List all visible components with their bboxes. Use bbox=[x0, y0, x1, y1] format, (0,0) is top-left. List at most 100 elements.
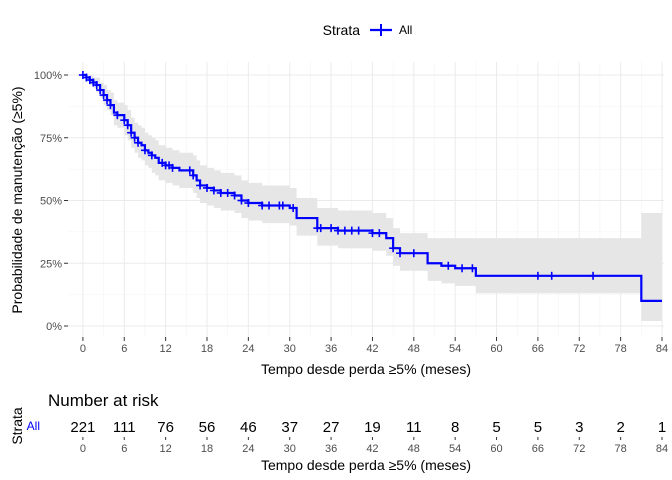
risk-tick-label: 54 bbox=[449, 443, 461, 455]
legend-entry-all: All bbox=[399, 23, 412, 37]
x-tick-label: 0 bbox=[80, 343, 86, 355]
censor-mark bbox=[589, 271, 598, 280]
risk-tick-label: 78 bbox=[615, 443, 627, 455]
risk-count: 111 bbox=[113, 419, 136, 436]
censor-mark bbox=[316, 224, 325, 233]
censor-mark bbox=[368, 229, 377, 238]
risk-count: 2 bbox=[616, 419, 624, 436]
x-tick-label: 84 bbox=[656, 343, 668, 355]
censor-mark bbox=[468, 264, 477, 273]
censor-mark bbox=[123, 121, 132, 130]
censor-mark bbox=[533, 271, 542, 280]
censor-mark bbox=[189, 171, 198, 180]
y-axis-label: Probabilidade de manutenção (≥5%) bbox=[9, 86, 25, 313]
x-tick-label: 66 bbox=[532, 343, 544, 355]
censor-mark bbox=[340, 226, 349, 235]
censor-mark bbox=[237, 196, 246, 205]
censor-mark bbox=[375, 229, 384, 238]
y-tick-label: 25% bbox=[40, 258, 62, 270]
risk-table-counts: 221 111 76 56 46 37 27 19 11 8 5 5 3 2 1 bbox=[70, 419, 666, 436]
x-tick-label: 12 bbox=[159, 343, 171, 355]
censor-mark bbox=[396, 249, 405, 258]
x-tick-label: 48 bbox=[408, 343, 420, 355]
risk-tick-label: 60 bbox=[490, 443, 502, 455]
censor-mark bbox=[106, 101, 115, 110]
risk-tick-label: 48 bbox=[408, 443, 420, 455]
x-tick-label: 60 bbox=[490, 343, 502, 355]
x-tick-label: 24 bbox=[242, 343, 254, 355]
risk-tick-label: 84 bbox=[656, 443, 668, 455]
censor-mark bbox=[223, 188, 232, 197]
risk-count: 19 bbox=[364, 419, 381, 436]
censor-mark bbox=[354, 226, 363, 235]
censor-mark bbox=[209, 186, 218, 195]
risk-count: 76 bbox=[157, 419, 174, 436]
x-tick-label: 78 bbox=[615, 343, 627, 355]
censor-mark bbox=[230, 191, 239, 200]
x-axis-label: Tempo desde perda ≥5% (meses) bbox=[261, 361, 471, 377]
censor-mark bbox=[389, 244, 398, 253]
x-tick-label: 30 bbox=[284, 343, 296, 355]
x-tick-label: 72 bbox=[573, 343, 585, 355]
censor-mark bbox=[92, 81, 101, 90]
y-tick-label: 100% bbox=[34, 70, 62, 82]
risk-count: 11 bbox=[406, 419, 422, 436]
x-tick-label: 42 bbox=[366, 343, 378, 355]
censor-mark bbox=[327, 224, 336, 233]
risk-table-ylabel: Strata bbox=[9, 407, 25, 445]
censor-mark bbox=[113, 111, 122, 120]
grid-lines bbox=[68, 62, 664, 337]
risk-count: 5 bbox=[534, 419, 542, 436]
y-tick-label: 50% bbox=[40, 196, 62, 208]
y-tick-label: 75% bbox=[40, 133, 62, 145]
risk-tick-label: 12 bbox=[159, 443, 171, 455]
risk-tick-label: 30 bbox=[284, 443, 296, 455]
risk-count: 8 bbox=[451, 419, 459, 436]
censor-mark bbox=[120, 116, 129, 125]
censor-mark bbox=[333, 226, 342, 235]
risk-count: 46 bbox=[240, 419, 257, 436]
risk-count: 56 bbox=[199, 419, 216, 436]
x-tick-label: 54 bbox=[449, 343, 461, 355]
risk-table-xlabel: Tempo desde perda ≥5% (meses) bbox=[261, 457, 471, 473]
censor-mark bbox=[196, 181, 205, 190]
censor-mark bbox=[458, 264, 467, 273]
risk-tick-label: 66 bbox=[532, 443, 544, 455]
y-tick-label: 0% bbox=[46, 321, 62, 333]
legend: Strata All bbox=[323, 22, 413, 38]
censor-mark bbox=[140, 146, 149, 155]
risk-tick-label: 24 bbox=[242, 443, 254, 455]
censor-marks bbox=[78, 71, 598, 280]
censor-mark bbox=[127, 128, 136, 137]
risk-table-strata-label: All bbox=[27, 419, 40, 433]
censor-mark bbox=[130, 133, 139, 142]
censor-mark bbox=[103, 96, 112, 105]
risk-table-time-ticks: 0 6 12 18 24 30 36 42 48 54 60 66 72 78 84 bbox=[80, 437, 668, 455]
risk-count: 27 bbox=[323, 419, 340, 436]
censor-mark bbox=[216, 188, 225, 197]
censor-mark bbox=[278, 201, 287, 210]
censor-mark bbox=[147, 151, 156, 160]
risk-count: 37 bbox=[281, 419, 298, 436]
risk-tick-label: 0 bbox=[80, 443, 86, 455]
censor-mark bbox=[289, 204, 298, 213]
risk-count: 221 bbox=[70, 419, 95, 436]
censor-mark bbox=[168, 163, 177, 172]
risk-tick-label: 6 bbox=[121, 443, 127, 455]
censor-mark bbox=[547, 271, 556, 280]
censor-mark bbox=[347, 226, 356, 235]
x-tick-label: 18 bbox=[201, 343, 213, 355]
confidence-band bbox=[82, 75, 663, 321]
censor-mark bbox=[409, 249, 418, 258]
risk-count: 3 bbox=[575, 419, 583, 436]
x-tick-label: 36 bbox=[325, 343, 337, 355]
x-tick-label: 6 bbox=[121, 343, 127, 355]
censor-mark bbox=[185, 166, 194, 175]
risk-tick-label: 42 bbox=[366, 443, 378, 455]
censor-mark bbox=[258, 201, 267, 210]
risk-count: 1 bbox=[658, 419, 666, 436]
risk-tick-label: 36 bbox=[325, 443, 337, 455]
censor-mark bbox=[96, 86, 105, 95]
